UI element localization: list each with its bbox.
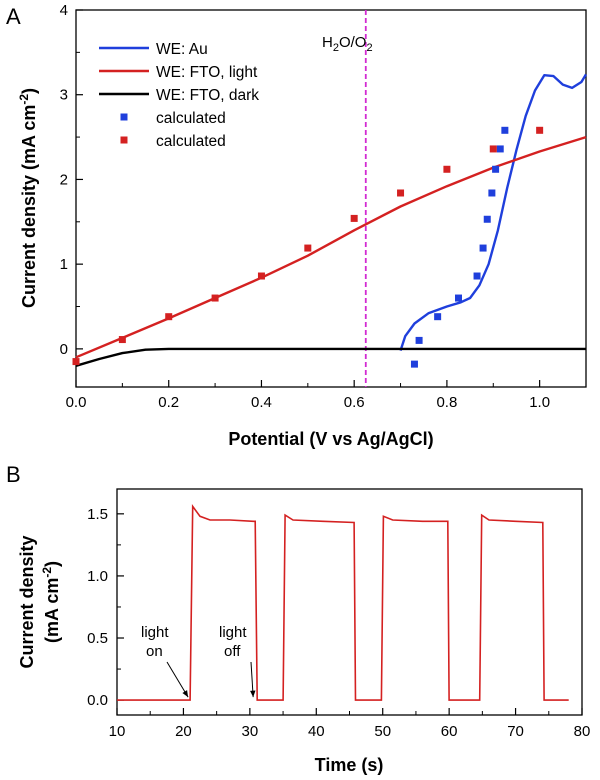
legend-entry-label: calculated: [156, 133, 226, 150]
y-tick-label: 1.5: [87, 506, 108, 523]
scatter-point: [257, 272, 265, 280]
panel-b-x-axis-label: Time (s): [315, 755, 384, 775]
panel-a-x-axis-label: Potential (V vs Ag/AgCl): [228, 429, 433, 449]
scatter-point: [304, 244, 312, 252]
panel-b-x-ticks: 10 20 30 40 50 60 70 80: [109, 708, 591, 740]
scatter-point: [489, 145, 497, 153]
x-tick-label: 10: [109, 723, 126, 740]
panel-a-x-ticks: 0.0 0.2 0.4 0.6 0.8 1.0: [66, 380, 587, 411]
x-tick-label: 0.8: [436, 394, 457, 411]
panel-b-series: [117, 504, 569, 701]
series-line-0: [399, 73, 588, 351]
series-line-2: [75, 347, 586, 367]
panel-a-frame: [75, 9, 587, 388]
legend-entry-label: WE: FTO, light: [156, 64, 258, 81]
x-tick-label: 0.6: [344, 394, 365, 411]
x-tick-label: 30: [242, 723, 259, 740]
panel-a-legend: WE: Au WE: FTO, light WE: FTO, dark calcula…: [99, 41, 259, 150]
panel-a-y-axis-label: Current density (mA cm-2): [17, 88, 39, 308]
legend-entry-label: WE: FTO, dark: [156, 87, 259, 104]
panel-a-y-ticks: 0 1 2 3 4: [60, 2, 83, 358]
y-tick-label: 0.0: [87, 692, 108, 709]
x-tick-label: 40: [308, 723, 325, 740]
legend-marker-swatch: [120, 136, 128, 144]
annotation-arrowhead: [182, 690, 189, 698]
scatter-point: [501, 126, 509, 134]
scatter-point: [492, 165, 500, 173]
y-tick-label: 2: [60, 171, 68, 188]
scatter-point: [72, 358, 80, 366]
scatter-point: [211, 294, 219, 302]
scatter-point: [350, 214, 358, 222]
x-tick-label: 0.0: [66, 394, 87, 411]
panel-b: B 10 20 30 40 50 60 70 80 0.00.51.01.5 lightonl…: [6, 462, 590, 775]
scatter-point: [410, 360, 418, 368]
legend-entry-label: WE: Au: [156, 41, 208, 58]
panel-a: A 0.0 0.2 0.4 0.6 0.8 1.0 0 1 2 3 4 H2O/O2 WE: Au…: [6, 2, 588, 449]
annotation-arrow: [166, 661, 189, 698]
x-tick-label: 60: [441, 723, 458, 740]
y-tick-label: 0: [60, 341, 68, 358]
scatter-point: [443, 165, 451, 173]
panel-b-y-axis-label-line1: Current density: [17, 535, 37, 668]
scatter-point: [536, 126, 544, 134]
scatter-point: [455, 294, 462, 302]
scatter-point: [488, 189, 496, 197]
h2o-o2-annotation: H2O/O2: [322, 34, 373, 54]
x-tick-label: 70: [507, 723, 524, 740]
panel-b-y-ticks: 0.0 0.5 1.0 1.5: [87, 506, 124, 709]
x-tick-label: 50: [374, 723, 391, 740]
scatter-point: [473, 272, 481, 280]
x-tick-label: 0.2: [158, 394, 179, 411]
panel-b-annotations: light on light off: [141, 624, 256, 698]
photocurrent-trace: [117, 504, 569, 701]
legend-marker-swatch: [120, 113, 128, 121]
x-tick-label: 1.0: [529, 394, 550, 411]
annotation-line2: off: [224, 643, 241, 660]
annotation-line2: on: [146, 643, 163, 660]
scatter-point: [165, 313, 173, 321]
scatter-point: [496, 145, 504, 153]
y-tick-label: 1: [60, 256, 68, 273]
panel-a-label: A: [6, 4, 21, 29]
scatter-point: [118, 336, 126, 344]
scatter-point: [479, 244, 487, 252]
annotation-line1: light: [141, 624, 169, 641]
annotation-line1: light: [219, 624, 247, 641]
scatter-point: [483, 215, 491, 223]
panel-b-y-axis-label-line2: (mA cm-2): [40, 561, 62, 643]
scatter-point: [397, 189, 405, 197]
x-tick-label: 80: [574, 723, 591, 740]
x-tick-label: 20: [175, 723, 192, 740]
y-tick-label: 0.5: [87, 630, 108, 647]
legend-entry-label: calculated: [156, 110, 226, 127]
y-tick-label: 4: [60, 2, 68, 19]
panel-a-series: [72, 73, 588, 368]
scatter-point: [434, 313, 442, 321]
scatter-point: [415, 336, 423, 344]
x-tick-label: 0.4: [251, 394, 272, 411]
panel-b-label: B: [6, 462, 21, 487]
series-line-1: [75, 135, 587, 359]
y-tick-label: 1.0: [87, 568, 108, 585]
y-tick-label: 3: [60, 87, 68, 104]
annotation-arrowhead: [250, 690, 256, 698]
